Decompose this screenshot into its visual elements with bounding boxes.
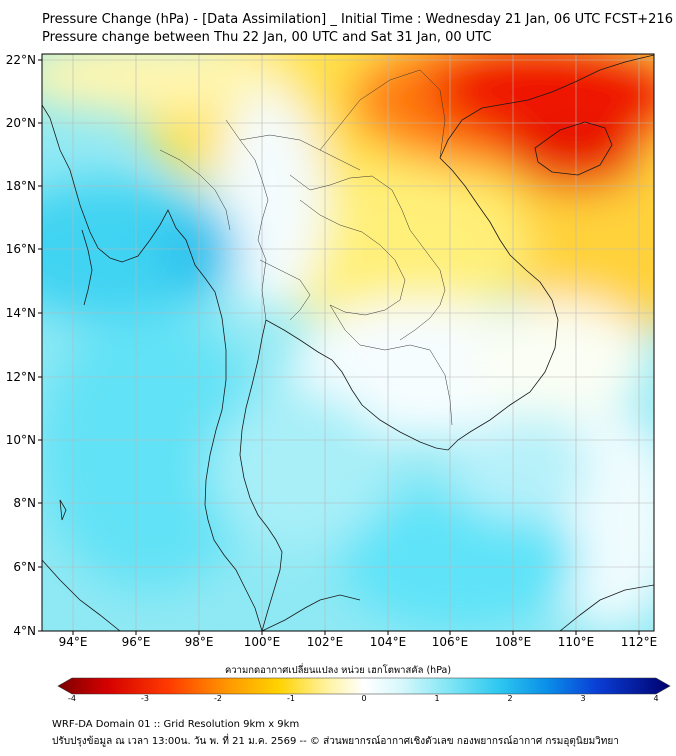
latitude-ticks: 22°N 20°N 18°N 16°N 14°N 12°N 10°N 8°N 6… (6, 53, 42, 638)
lon-tick-label: 96°E (122, 635, 151, 649)
lon-tick-label: 98°E (185, 635, 214, 649)
map-gridlines (42, 54, 654, 631)
lon-tick-label: 106°E (432, 635, 469, 649)
lon-tick-label: 100°E (244, 635, 281, 649)
lon-tick-label: 112°E (621, 635, 658, 649)
colorbar-tick-label: 4 (653, 694, 658, 703)
lat-tick-label: 18°N (6, 179, 36, 193)
lat-tick-label: 6°N (13, 560, 36, 574)
lat-tick-label: 14°N (6, 306, 36, 320)
lon-tick-label: 94°E (59, 635, 88, 649)
lon-tick-label: 108°E (495, 635, 532, 649)
colorbar-tick-label: 2 (507, 694, 512, 703)
colorbar-ticks: -4 -3 -2 -1 0 1 2 3 4 (68, 694, 659, 703)
colorbar-tick-label: -4 (68, 694, 76, 703)
colorbar-tick-label: -2 (214, 694, 222, 703)
lat-tick-label: 20°N (6, 116, 36, 130)
map-title: Pressure Change (hPa) - [Data Assimilati… (42, 12, 673, 27)
pressure-field (42, 54, 654, 631)
lat-tick-label: 4°N (13, 624, 36, 638)
lat-tick-label: 10°N (6, 433, 36, 447)
lon-tick-label: 102°E (307, 635, 344, 649)
lat-tick-label: 8°N (13, 496, 36, 510)
colorbar-tick-label: 3 (580, 694, 585, 703)
longitude-ticks: 94°E 96°E 98°E 100°E 102°E 104°E 106°E 1… (59, 631, 658, 649)
colorbar-bar (57, 677, 671, 695)
colorbar-tick-label: 0 (361, 694, 366, 703)
colorbar-tick-label: 1 (434, 694, 439, 703)
lat-tick-label: 16°N (6, 242, 36, 256)
map-subtitle: Pressure change between Thu 22 Jan, 00 U… (42, 30, 492, 45)
lon-tick-label: 104°E (370, 635, 407, 649)
footer-model-info: WRF-DA Domain 01 :: Grid Resolution 9km … (52, 719, 300, 730)
colorbar: -4 -3 -2 -1 0 1 2 3 4 (57, 677, 671, 703)
footer-credit: ปรับปรุงข้อมูล ณ เวลา 13:00น. วัน พ. ที่… (52, 736, 619, 747)
coastlines (42, 54, 654, 631)
colorbar-tick-label: -3 (141, 694, 149, 703)
lon-tick-label: 110°E (558, 635, 595, 649)
colorbar-tick-label: -1 (287, 694, 295, 703)
lat-tick-label: 12°N (6, 370, 36, 384)
colorbar-label: ความกดอากาศเปลี่ยนแปลง หน่วย เฮกโตพาสคัล… (224, 665, 452, 676)
lat-tick-label: 22°N (6, 53, 36, 67)
map-frame (41, 53, 655, 632)
country-borders (159, 69, 453, 426)
